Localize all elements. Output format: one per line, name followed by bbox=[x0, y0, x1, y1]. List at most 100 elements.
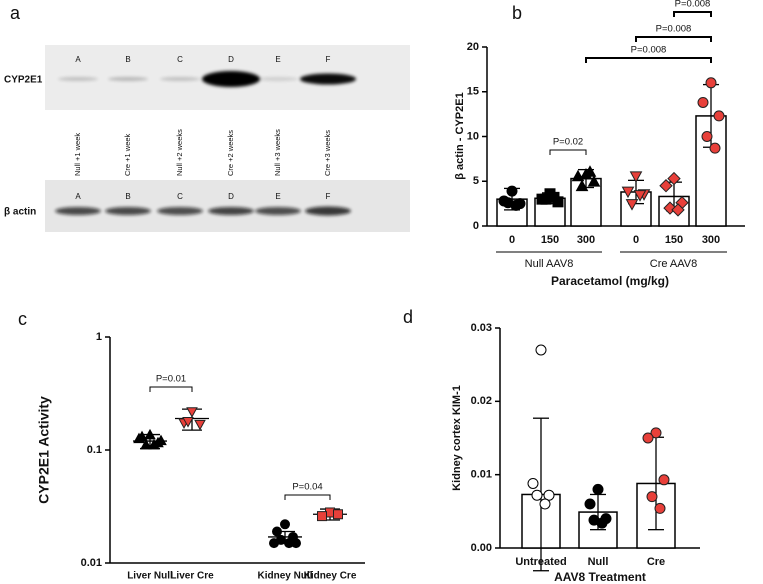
y-axis-label: Kidney cortex KIM-1 bbox=[451, 385, 463, 491]
data-point bbox=[709, 142, 721, 154]
data-point bbox=[633, 190, 647, 202]
data-point bbox=[587, 175, 601, 187]
data-point bbox=[659, 179, 673, 193]
data-point bbox=[186, 407, 198, 418]
band bbox=[258, 77, 298, 81]
x-tick-label: Liver Null bbox=[127, 571, 173, 582]
data-point bbox=[280, 519, 290, 530]
significance-bracket bbox=[284, 494, 331, 500]
band bbox=[157, 207, 203, 215]
data-point bbox=[333, 509, 343, 520]
lane-name: Cre +1 week bbox=[123, 133, 132, 176]
data-point bbox=[629, 171, 643, 183]
data-point bbox=[133, 432, 145, 444]
y-tick-label: 0.02 bbox=[471, 395, 492, 407]
lane-letter: C bbox=[177, 55, 183, 64]
blot-image bbox=[45, 180, 410, 232]
data-point bbox=[596, 517, 608, 529]
y-tick-label: 0.00 bbox=[471, 542, 492, 554]
data-point bbox=[646, 491, 658, 503]
y-tick-label: 10 bbox=[467, 130, 479, 142]
p-value: P=0.04 bbox=[292, 482, 322, 493]
lane-letter: F bbox=[326, 55, 331, 64]
p-value: P=0.008 bbox=[656, 24, 692, 35]
band bbox=[160, 77, 200, 81]
lane-name: Null +2 weeks bbox=[175, 129, 184, 176]
p-value: P=0.008 bbox=[631, 45, 667, 56]
data-point bbox=[548, 191, 560, 203]
data-point bbox=[272, 526, 282, 537]
blot-label: β actin bbox=[4, 207, 36, 218]
data-point bbox=[269, 538, 279, 549]
data-point bbox=[658, 474, 670, 486]
data-point bbox=[621, 186, 635, 199]
y-tick-label: 0.03 bbox=[471, 322, 492, 334]
x-axis-label: AAV8 Treatment bbox=[554, 570, 646, 584]
x-axis-label: Paracetamol (mg/kg) bbox=[551, 274, 669, 288]
y-tick-label: 1 bbox=[96, 331, 102, 343]
y-tick-label: 0.01 bbox=[471, 469, 492, 481]
band bbox=[55, 207, 101, 215]
band bbox=[108, 77, 148, 81]
lane-name: Null +1 week bbox=[73, 133, 82, 176]
data-point bbox=[575, 179, 589, 192]
lane-name: Cre +2 weeks bbox=[226, 130, 235, 176]
data-point bbox=[543, 489, 555, 501]
x-tick-label: 300 bbox=[702, 234, 720, 246]
significance-bracket bbox=[549, 149, 587, 155]
y-tick-label: 15 bbox=[467, 86, 479, 98]
band bbox=[202, 71, 260, 87]
band bbox=[300, 73, 356, 85]
data-point bbox=[506, 185, 518, 197]
x-tick-label: 150 bbox=[665, 234, 683, 246]
data-point bbox=[642, 432, 654, 444]
data-point bbox=[701, 131, 713, 142]
lane-letter: B bbox=[125, 192, 130, 201]
panel-letter: d bbox=[403, 307, 413, 327]
group-label: Null AAV8 bbox=[525, 258, 574, 270]
data-point bbox=[625, 199, 639, 211]
blot-label: CYP2E1 bbox=[4, 75, 43, 86]
data-point bbox=[155, 434, 167, 446]
band bbox=[58, 77, 98, 81]
data-point bbox=[671, 203, 685, 217]
panel-letter: a bbox=[10, 3, 21, 23]
y-tick-label: 0.1 bbox=[87, 444, 102, 456]
data-point bbox=[535, 344, 547, 356]
data-point bbox=[317, 511, 327, 522]
lane-letter: E bbox=[275, 192, 280, 201]
lane-letter: F bbox=[326, 192, 331, 201]
x-tick-label: 0 bbox=[509, 234, 515, 246]
data-point bbox=[144, 428, 156, 440]
x-tick-label: 0 bbox=[633, 234, 639, 246]
data-point bbox=[291, 538, 301, 549]
significance-bracket bbox=[585, 57, 712, 63]
lane-letter: A bbox=[75, 55, 81, 64]
significance-bracket bbox=[149, 386, 193, 392]
x-tick-label: Null bbox=[588, 556, 609, 568]
y-tick-label: 20 bbox=[467, 41, 479, 53]
y-tick-label: 0.01 bbox=[81, 557, 102, 569]
panel-letter: c bbox=[18, 309, 27, 329]
x-tick-label: Liver Cre bbox=[170, 571, 214, 582]
x-tick-label: Cre bbox=[647, 556, 665, 568]
data-point bbox=[713, 110, 725, 122]
lane-letter: E bbox=[275, 55, 280, 64]
data-point bbox=[527, 477, 539, 489]
lane-name: Null +3 weeks bbox=[273, 129, 282, 176]
data-point bbox=[140, 438, 152, 450]
band bbox=[255, 207, 301, 215]
data-point bbox=[650, 427, 662, 439]
data-point bbox=[697, 96, 709, 108]
data-point bbox=[584, 498, 596, 510]
significance-bracket bbox=[673, 11, 712, 17]
p-value: P=0.01 bbox=[156, 374, 186, 385]
group-label: Cre AAV8 bbox=[650, 258, 698, 270]
data-point bbox=[592, 483, 604, 495]
data-point bbox=[531, 489, 543, 501]
data-point bbox=[539, 498, 551, 510]
x-tick-label: Kidney Cre bbox=[304, 571, 357, 582]
data-point bbox=[194, 419, 206, 431]
y-tick-label: 5 bbox=[473, 175, 479, 187]
